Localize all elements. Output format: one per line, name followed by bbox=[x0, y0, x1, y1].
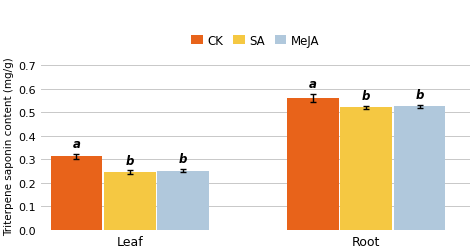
Text: b: b bbox=[362, 90, 371, 103]
Bar bbox=[340, 108, 392, 230]
Legend: CK, SA, MeJA: CK, SA, MeJA bbox=[186, 30, 324, 52]
Bar bbox=[104, 173, 155, 230]
Bar bbox=[157, 171, 209, 230]
Bar bbox=[51, 157, 102, 230]
Text: b: b bbox=[179, 152, 187, 166]
Bar bbox=[287, 99, 339, 230]
Y-axis label: Triterpene saponin content (mg/g): Triterpene saponin content (mg/g) bbox=[4, 56, 14, 235]
Text: a: a bbox=[309, 78, 317, 91]
Text: a: a bbox=[73, 138, 81, 150]
Bar bbox=[394, 107, 446, 230]
Text: b: b bbox=[415, 89, 424, 102]
Text: b: b bbox=[126, 154, 134, 167]
